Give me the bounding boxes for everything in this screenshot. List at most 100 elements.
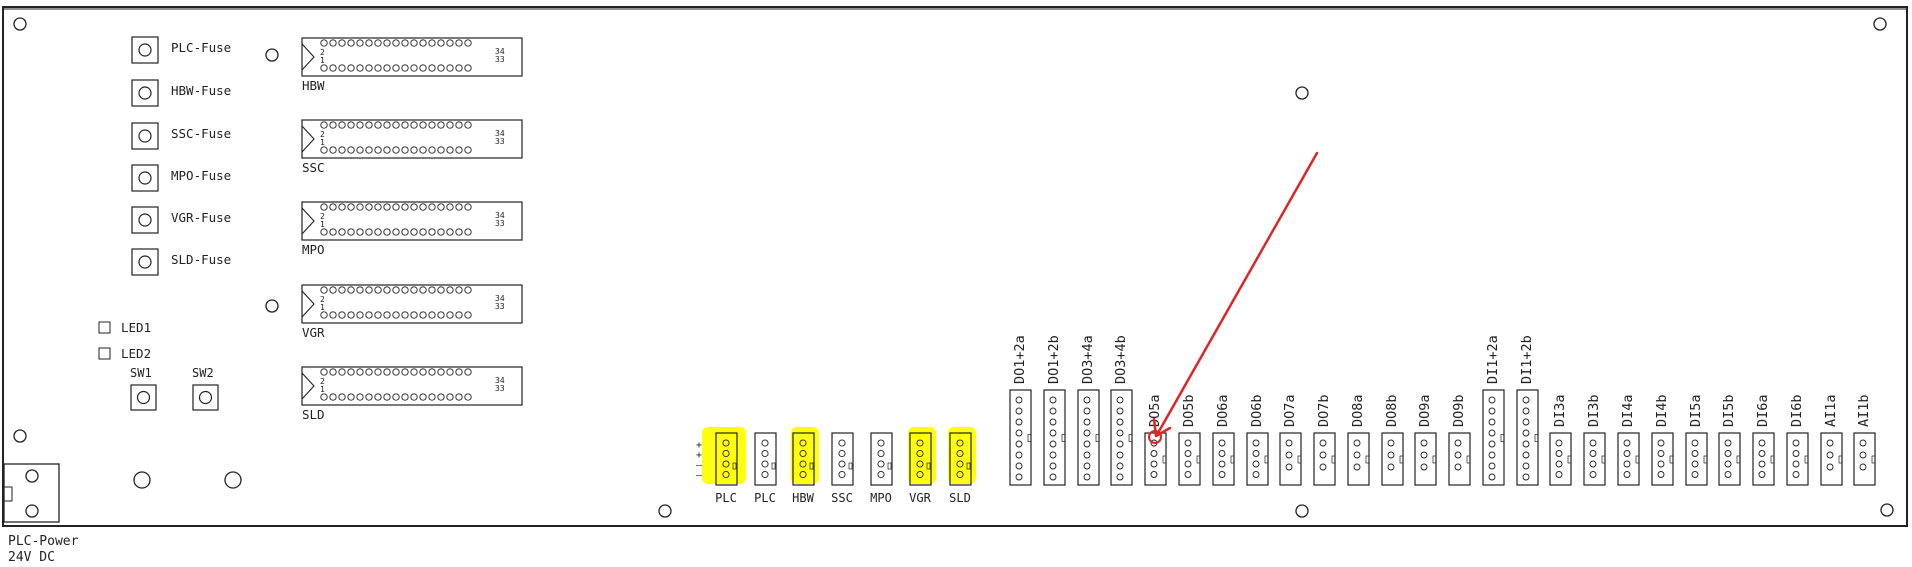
io-connector: DO6a bbox=[1212, 394, 1235, 486]
ribbon-pin bbox=[383, 311, 391, 319]
ribbon-pin bbox=[419, 121, 427, 129]
io-connector-pin bbox=[1353, 439, 1361, 447]
ribbon-housing bbox=[301, 37, 523, 77]
io-connector-label: DO9b bbox=[1451, 394, 1467, 427]
polarity-mark: – bbox=[696, 460, 703, 471]
polarity-mark: + bbox=[696, 440, 702, 451]
ribbon-pin bbox=[383, 393, 391, 401]
ribbon-pin bbox=[347, 393, 355, 401]
power-connector-pin bbox=[877, 439, 885, 447]
io-connector-label: DI1+2a bbox=[1485, 335, 1501, 384]
power-connector-label: VGR bbox=[909, 491, 931, 505]
ribbon-pin bbox=[365, 311, 373, 319]
polarity-mark: + bbox=[696, 450, 702, 461]
ribbon-pin bbox=[374, 228, 382, 236]
io-connector-latch bbox=[1567, 455, 1572, 464]
ribbon-pin bbox=[428, 64, 436, 72]
ribbon-pin bbox=[392, 228, 400, 236]
ribbon-pin bbox=[338, 39, 346, 47]
ribbon-pin-number: 34 bbox=[495, 211, 505, 220]
io-connector-latch bbox=[1534, 434, 1539, 442]
io-connector-pin bbox=[1454, 439, 1462, 447]
io-connector-pin bbox=[1285, 439, 1293, 447]
io-connector-pin bbox=[1724, 471, 1732, 478]
ribbon-pin bbox=[365, 64, 373, 72]
io-connector: DO3+4b bbox=[1110, 335, 1133, 486]
ribbon-pin-number: 2 bbox=[320, 212, 325, 221]
io-connector-pin bbox=[1083, 440, 1091, 448]
io-connector-pin bbox=[1184, 439, 1192, 447]
io-connector-label: DI5a bbox=[1688, 394, 1704, 427]
io-connector-label: DI6a bbox=[1755, 394, 1771, 427]
io-connector-pin bbox=[1116, 451, 1124, 459]
ribbon-pin bbox=[392, 311, 400, 319]
ribbon-pin bbox=[428, 203, 436, 211]
io-connector: DI5b bbox=[1718, 394, 1741, 486]
ribbon-pin bbox=[419, 286, 427, 294]
fuse-hole bbox=[138, 255, 152, 269]
ribbon-pin bbox=[347, 121, 355, 129]
ribbon-pin bbox=[338, 121, 346, 129]
power-connector-pin bbox=[761, 470, 769, 479]
ribbon-pin bbox=[401, 39, 409, 47]
io-connector-pin bbox=[1589, 460, 1597, 468]
io-connector: DO1+2b bbox=[1043, 335, 1066, 486]
io-connector-latch bbox=[1736, 455, 1741, 464]
ribbon-pin bbox=[410, 39, 418, 47]
io-connector-pin bbox=[1522, 396, 1530, 404]
io-connector-pin bbox=[1252, 471, 1260, 478]
io-connector-pin bbox=[1285, 451, 1293, 459]
fuse-hole bbox=[138, 213, 152, 227]
io-connector-latch bbox=[1297, 455, 1302, 464]
io-connector-latch bbox=[1230, 455, 1235, 464]
io-connector-pin bbox=[1522, 451, 1530, 459]
jack-pin bbox=[25, 469, 39, 483]
io-connector-latch bbox=[1804, 455, 1809, 464]
io-connector-pin bbox=[1353, 463, 1361, 471]
io-connector-latch bbox=[1432, 455, 1437, 464]
io-connector-pin bbox=[1116, 418, 1124, 426]
ribbon-pin bbox=[446, 121, 454, 129]
power-connector-pin bbox=[838, 439, 846, 447]
io-connector-latch bbox=[1196, 455, 1201, 464]
power-input-jack bbox=[3, 463, 60, 523]
mounting-hole bbox=[13, 17, 27, 31]
io-connector-latch bbox=[1635, 455, 1640, 464]
power-connector-housing bbox=[754, 432, 777, 486]
ribbon-pin bbox=[428, 146, 436, 154]
arrow-head bbox=[1152, 417, 1172, 438]
ribbon-pin-number: 1 bbox=[320, 303, 325, 312]
ribbon-pin bbox=[437, 203, 445, 211]
ribbon-pin bbox=[374, 286, 382, 294]
io-connector-pin bbox=[1488, 473, 1496, 481]
ribbon-pin bbox=[338, 393, 346, 401]
io-connector: DI4a bbox=[1617, 394, 1640, 486]
io-connector-pin bbox=[1184, 450, 1192, 457]
ribbon-pin-number: 2 bbox=[320, 377, 325, 386]
power-input-voltage: 24V DC bbox=[8, 550, 55, 565]
io-connector-pin bbox=[1826, 463, 1834, 471]
io-connector: DI1+2a bbox=[1482, 335, 1505, 486]
ribbon-pin bbox=[437, 146, 445, 154]
power-connector-latch bbox=[848, 462, 853, 470]
io-connector-pin bbox=[1724, 460, 1732, 468]
io-connector-pin bbox=[1319, 463, 1327, 471]
ribbon-pin-number: 33 bbox=[495, 302, 505, 311]
ribbon-pin bbox=[419, 146, 427, 154]
power-connector-pin bbox=[838, 449, 846, 458]
io-connector-pin bbox=[1454, 463, 1462, 471]
fuse-label: MPO-Fuse bbox=[171, 168, 231, 183]
fuse: PLC-Fuse bbox=[131, 36, 231, 64]
io-connector-pin bbox=[1116, 396, 1124, 404]
annotation-arrow bbox=[1148, 151, 1319, 444]
io-connector-pin bbox=[1015, 440, 1023, 448]
ribbon-pin bbox=[383, 121, 391, 129]
ribbon-pin bbox=[455, 203, 463, 211]
io-connector-latch bbox=[1500, 434, 1505, 442]
io-connector-pin bbox=[1116, 473, 1124, 481]
switch: SW2 bbox=[192, 366, 219, 411]
io-connector: DO6b bbox=[1246, 394, 1269, 486]
io-connector-pin bbox=[1589, 471, 1597, 478]
power-connector-pin bbox=[799, 439, 807, 447]
io-connector-pin bbox=[1116, 462, 1124, 470]
